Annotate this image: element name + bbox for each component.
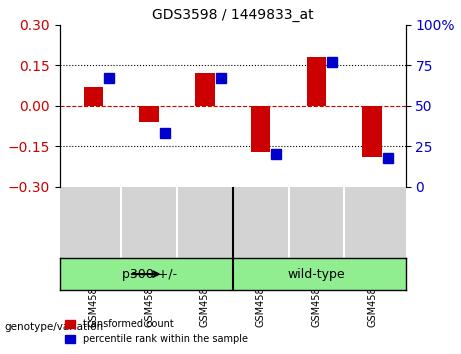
Text: p300 +/-: p300 +/- [122,268,177,281]
Bar [139,106,159,122]
Bar [362,106,382,157]
Bar [83,87,103,106]
Bar [307,57,326,106]
Title: GDS3598 / 1449833_at: GDS3598 / 1449833_at [152,8,313,22]
Bar [195,73,215,106]
Text: genotype/variation: genotype/variation [5,322,104,332]
Text: wild-type: wild-type [288,268,345,281]
Bar [251,106,271,152]
Legend: transformed count, percentile rank within the sample: transformed count, percentile rank withi… [60,315,253,349]
